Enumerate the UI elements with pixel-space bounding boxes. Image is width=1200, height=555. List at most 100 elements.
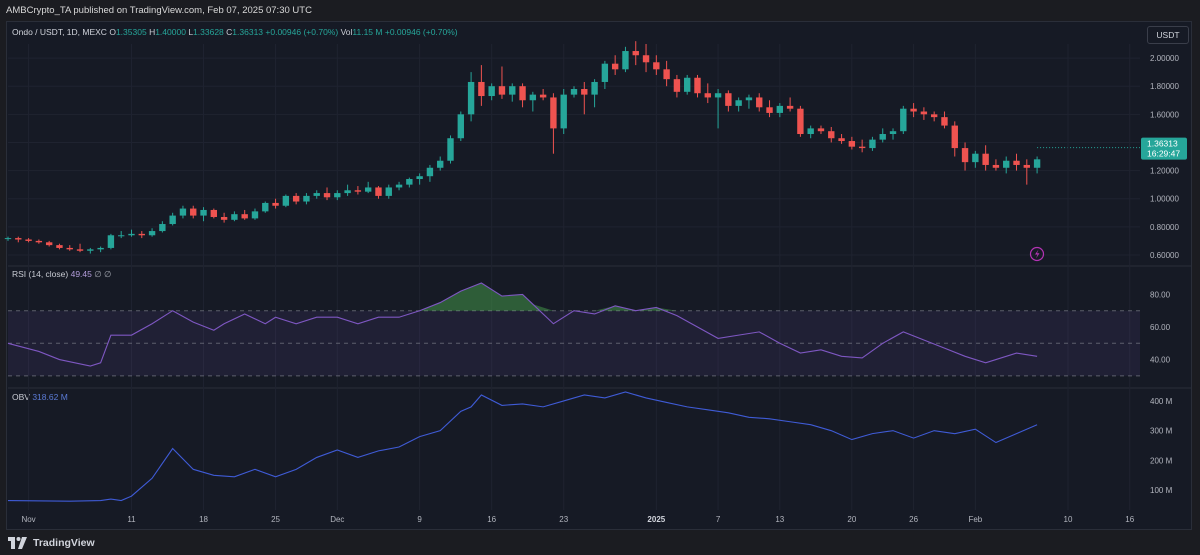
footer-bar: [0, 530, 1200, 555]
obv-legend: OBV 318.62 M: [12, 392, 68, 402]
candle: [756, 93, 763, 112]
candle-body: [982, 153, 989, 165]
time-tick-label: 11: [127, 515, 136, 524]
candle-body: [251, 211, 259, 219]
close-value: 1.36313: [232, 27, 264, 37]
candle-body: [673, 79, 681, 92]
candle-body: [457, 114, 464, 139]
candle: [879, 128, 886, 143]
candle: [159, 221, 166, 233]
price-tick-label: 0.60000: [1150, 251, 1179, 260]
candle-body: [714, 93, 722, 98]
candle-body: [848, 141, 856, 147]
candle: [1013, 153, 1020, 171]
time-tick-label: 23: [559, 515, 568, 524]
candle-body: [972, 153, 979, 163]
candle-body: [467, 81, 475, 115]
candle-body: [900, 108, 907, 132]
candle-body: [45, 242, 53, 246]
candle: [529, 91, 537, 112]
candle: [961, 142, 969, 171]
rsi-tick-label: 40.00: [1150, 356, 1171, 365]
price-badge-box: [1141, 137, 1187, 160]
candle-body: [519, 86, 526, 101]
candle-body: [190, 208, 197, 216]
obv-pane: [7, 391, 1038, 502]
candle-body: [539, 94, 547, 98]
candle: [467, 72, 475, 122]
candle-body: [159, 224, 166, 232]
candle: [200, 207, 207, 222]
time-tick-label: Nov: [21, 515, 35, 524]
countdown-label: 16:29:47: [1147, 149, 1180, 159]
candle-body: [66, 247, 73, 250]
candle-body: [498, 86, 506, 95]
price-tick-label: 2.00000: [1150, 54, 1179, 63]
candle-body: [642, 55, 650, 63]
candle: [653, 55, 660, 75]
candle-body: [241, 214, 248, 219]
candle: [611, 55, 619, 75]
candle: [869, 136, 876, 151]
candle: [509, 83, 516, 102]
candle: [776, 103, 784, 118]
candle-body: [303, 195, 310, 202]
rsi-tick-label: 80.00: [1150, 290, 1171, 299]
close-label: C: [226, 27, 233, 37]
candle: [272, 198, 279, 209]
change-value: +0.00946 (+0.70%): [265, 27, 339, 37]
obv-tick-label: 100 M: [1150, 486, 1173, 495]
candle-body: [920, 111, 928, 115]
candle: [179, 205, 187, 219]
candle: [889, 128, 897, 140]
candle-body: [272, 202, 279, 206]
candle-body: [107, 235, 115, 248]
candle: [303, 193, 310, 205]
candle-body: [766, 107, 773, 113]
alert-icon[interactable]: [1029, 246, 1045, 262]
candle: [97, 246, 104, 253]
candle-body: [735, 100, 742, 106]
candle-body: [961, 148, 969, 163]
price-tick-label: 1.00000: [1150, 195, 1179, 204]
obv-tick-label: 300 M: [1150, 427, 1173, 436]
candle: [169, 212, 176, 226]
symbol-label[interactable]: Ondo / USDT, 1D, MEXC: [12, 27, 107, 37]
candle-body: [416, 176, 423, 180]
candle: [66, 245, 73, 251]
candle-body: [858, 146, 866, 149]
candle-body: [992, 164, 1000, 168]
candle-body: [745, 97, 753, 101]
candle: [797, 105, 804, 137]
candle: [828, 126, 835, 143]
candle: [539, 89, 547, 101]
obv-tick-label: 200 M: [1150, 456, 1173, 465]
candle: [220, 212, 228, 223]
price-tick-label: 1.80000: [1150, 82, 1179, 91]
candle-body: [354, 190, 362, 192]
time-tick-label: 25: [271, 515, 280, 524]
candle: [15, 236, 22, 243]
candle: [118, 231, 125, 239]
candle: [591, 79, 598, 108]
rsi-band-fill: [8, 310, 1140, 376]
time-tick-label: 20: [847, 515, 856, 524]
currency-button[interactable]: USDT: [1147, 26, 1189, 44]
candle: [4, 236, 12, 241]
candle-body: [570, 89, 578, 95]
candle-body: [817, 128, 825, 132]
candle-body: [437, 160, 444, 168]
candle-body: [138, 233, 145, 236]
candle: [385, 184, 392, 199]
candle-body: [200, 209, 207, 216]
time-tick-label: Dec: [330, 515, 344, 524]
price-badge: 1.36313 16:29:47: [1141, 137, 1187, 160]
tradingview-logo[interactable]: TradingView: [8, 537, 95, 549]
rsi-value: 49.45: [70, 269, 92, 279]
candle: [745, 94, 753, 109]
time-tick-label: 7: [716, 515, 721, 524]
candle: [663, 60, 670, 87]
candle-body: [97, 247, 104, 250]
candle-body: [323, 193, 331, 198]
